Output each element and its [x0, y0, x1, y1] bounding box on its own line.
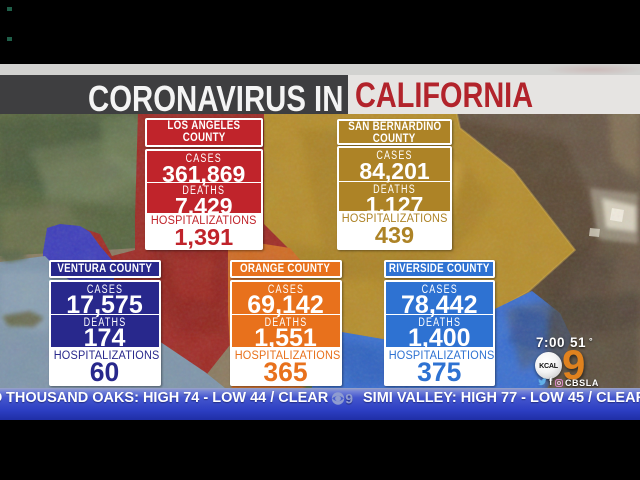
svg-text:9: 9 — [345, 391, 353, 406]
